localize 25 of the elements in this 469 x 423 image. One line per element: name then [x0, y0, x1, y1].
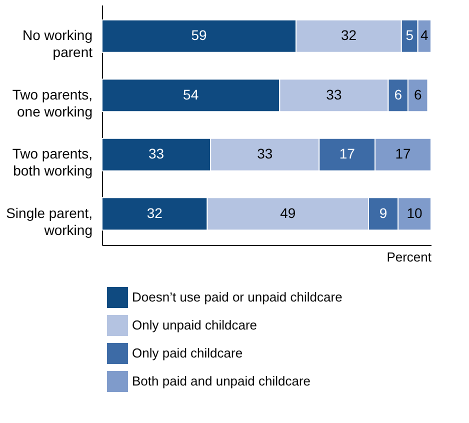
legend-label: Only paid childcare: [132, 346, 243, 360]
data-label: 6: [394, 86, 402, 102]
y-tick-label: Two parents, both working: [12, 146, 92, 179]
data-label: 49: [280, 204, 296, 221]
data-label: 59: [191, 27, 208, 44]
data-label: 5: [406, 27, 414, 44]
y-tick-label: Single parent, working: [6, 204, 92, 238]
legend-label: Doesn’t use paid or unpaid childcare: [132, 290, 342, 304]
y-tick-label: Two parents, one working: [12, 86, 92, 120]
y-tick-label: No working parent: [22, 27, 93, 60]
legend-label: Both paid and unpaid childcare: [132, 374, 311, 388]
x-axis-title: Percent: [386, 250, 432, 264]
data-label: 33: [326, 86, 342, 102]
data-label: 17: [339, 146, 356, 162]
data-label: 33: [148, 146, 164, 162]
data-label: 10: [406, 204, 423, 221]
data-label: 6: [414, 86, 422, 102]
data-label: 33: [257, 146, 273, 162]
data-label: 17: [395, 146, 412, 162]
data-label: 4: [420, 27, 429, 44]
data-label: 32: [146, 204, 163, 221]
legend-label: Only unpaid childcare: [132, 318, 258, 332]
data-label: 54: [183, 86, 199, 102]
data-label: 9: [379, 204, 388, 221]
data-label: 32: [340, 27, 357, 44]
